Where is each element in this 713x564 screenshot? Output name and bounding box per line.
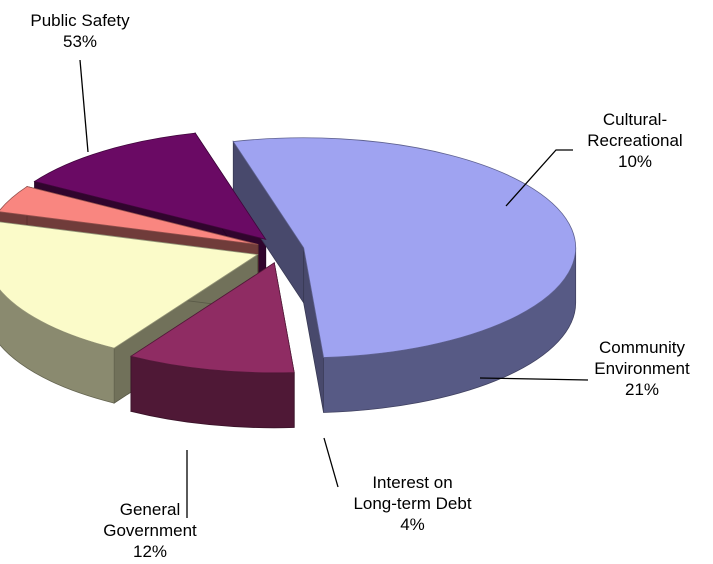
label-public-safety: Public Safety 53% <box>25 10 135 52</box>
slice-cultural_recreational <box>129 262 295 374</box>
label-public-safety-line-1: Public Safety <box>30 11 130 30</box>
slice-general_government <box>33 132 267 241</box>
label-general-government-percent: 12% <box>132 542 168 561</box>
leader-line-community_environment <box>479 377 589 381</box>
label-community-environment-line-1: Community <box>599 338 685 357</box>
leader-line-interest_debt <box>323 437 339 488</box>
label-community-environment-percent: 21% <box>624 380 660 399</box>
label-cultural-recreational-line-1: Cultural- <box>602 110 668 129</box>
slice-community_environment <box>0 221 259 349</box>
slice-interest_debt <box>0 186 259 245</box>
label-cultural-recreational: Cultural- Recreational 10% <box>570 109 700 172</box>
label-interest-debt: Interest on Long-term Debt 4% <box>330 472 495 535</box>
label-general-government-line-1: General <box>119 500 181 519</box>
label-cultural-recreational-percent: 10% <box>617 152 653 171</box>
label-interest-debt-line-1: Interest on <box>372 473 453 492</box>
leader-line-cultural_recreational <box>505 149 573 207</box>
leader-line-public_safety <box>79 59 89 153</box>
label-general-government-line-2: Government <box>103 521 197 540</box>
label-general-government: General Government 12% <box>85 499 215 562</box>
label-interest-debt-percent: 4% <box>400 515 425 534</box>
leader-lines <box>79 59 589 518</box>
label-community-environment: Community Environment 21% <box>582 337 702 400</box>
label-public-safety-percent: 53% <box>62 32 98 51</box>
slice-public_safety <box>232 137 577 358</box>
pie-tops <box>0 132 577 374</box>
label-cultural-recreational-line-2: Recreational <box>587 131 683 150</box>
label-community-environment-line-2: Environment <box>594 359 690 378</box>
label-interest-debt-line-2: Long-term Debt <box>353 494 472 513</box>
